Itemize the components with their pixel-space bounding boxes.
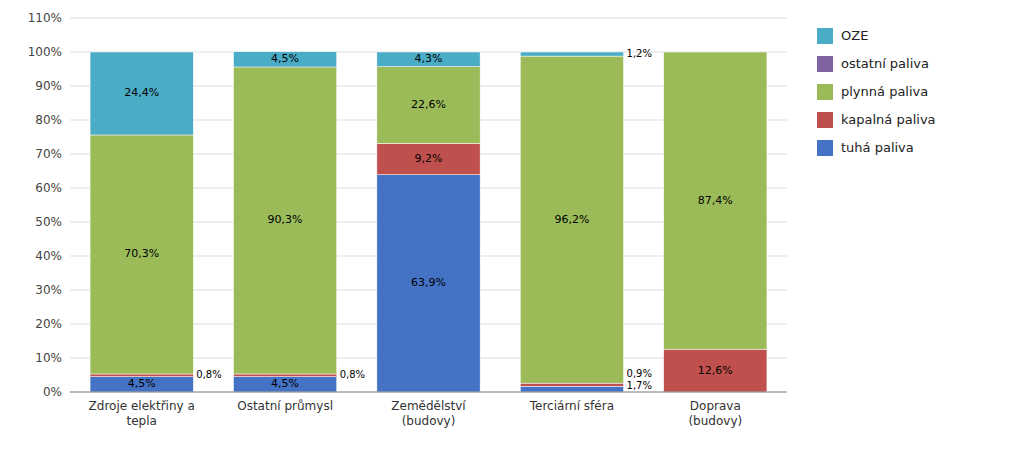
data-labels: 4,5% 4,5% 63,9% 9,2% 12,6% 70,3% 90,3% 22,6% 96,… (124, 48, 733, 391)
grid (70, 18, 787, 392)
data-label: 12,6% (698, 364, 733, 377)
legend-label: OZE (841, 28, 868, 43)
bar-segment (233, 67, 336, 374)
data-label: 0,9% (627, 368, 652, 379)
bar-segment (377, 143, 480, 174)
x-tick-label: Doprava(budovy) (688, 399, 742, 428)
data-label: 22,6% (411, 98, 446, 111)
y-tick-label: 30% (35, 283, 62, 297)
x-axis-line (70, 392, 787, 393)
data-label: 9,2% (415, 152, 443, 165)
y-tick-label: 10% (35, 351, 62, 365)
legend-label: plynná paliva (841, 84, 928, 99)
data-label: 87,4% (698, 194, 733, 207)
x-tick-label: Zemědělství(budovy) (391, 399, 466, 428)
y-tick-label: 100% (28, 45, 62, 59)
y-tick-label: 90% (35, 79, 62, 93)
data-label: 4,5% (271, 52, 299, 65)
grid-line (70, 392, 787, 393)
x-tick-label: Terciární sféra (529, 399, 614, 413)
y-tick-label: 60% (35, 181, 62, 195)
bar-segment (520, 56, 623, 383)
legend: OZE ostatní paliva plynná paliva kapalná pa… (817, 28, 936, 157)
bar-segment (520, 386, 623, 392)
y-tick-label: 110% (28, 11, 62, 25)
bars (90, 52, 767, 392)
data-label: 0,8% (340, 369, 365, 380)
x-tick-label: Zdroje elektřiny atepla (89, 399, 195, 428)
legend-label: kapalná paliva (841, 112, 936, 127)
legend-swatch (817, 84, 833, 100)
bar-segment (90, 135, 193, 374)
bar-segment (90, 374, 193, 377)
data-label: 24,4% (124, 86, 159, 99)
bar-segment (377, 52, 480, 67)
legend-swatch (817, 56, 833, 72)
data-label: 70,3% (124, 247, 159, 260)
bar-segment (90, 377, 193, 392)
legend-label: ostatní paliva (841, 56, 929, 71)
y-tick-label: 70% (35, 147, 62, 161)
legend-swatch (817, 112, 833, 128)
y-tick-label: 80% (35, 113, 62, 127)
grid-line (70, 18, 787, 19)
data-label: 63,9% (411, 276, 446, 289)
data-label: 96,2% (554, 213, 589, 226)
y-tick-label: 40% (35, 249, 62, 263)
legend-swatch (817, 140, 833, 156)
data-label: 1,2% (627, 48, 652, 59)
data-label: 0,8% (196, 369, 221, 380)
data-label: 4,5% (128, 377, 156, 390)
bar-segment (377, 175, 480, 392)
bar-segment (664, 52, 767, 53)
bar-segment (520, 383, 623, 386)
bar-segment (233, 52, 336, 67)
bar-segment (520, 52, 623, 56)
chart: 0% 10% 20% 30% 40% 50% 60% 70% 80% 90% 100% 110% 4,5… (0, 0, 1017, 462)
bar-segment (233, 377, 336, 392)
bar-segment (90, 52, 193, 135)
y-tick-label: 0% (43, 385, 62, 399)
legend-label: tuhá paliva (841, 140, 914, 155)
bar-segment (664, 349, 767, 392)
data-label: 4,3% (415, 52, 443, 65)
x-tick-label: Ostatní průmysl (237, 399, 333, 413)
y-tick-label: 50% (35, 215, 62, 229)
data-label: 90,3% (268, 213, 303, 226)
bar-segment (377, 67, 480, 144)
legend-swatch (817, 28, 833, 44)
data-label: 1,7% (627, 380, 652, 391)
bar-segment (233, 374, 336, 377)
data-label: 4,5% (271, 377, 299, 390)
bar-segment (664, 52, 767, 53)
y-tick-label: 20% (35, 317, 62, 331)
bar-segment (664, 52, 767, 349)
